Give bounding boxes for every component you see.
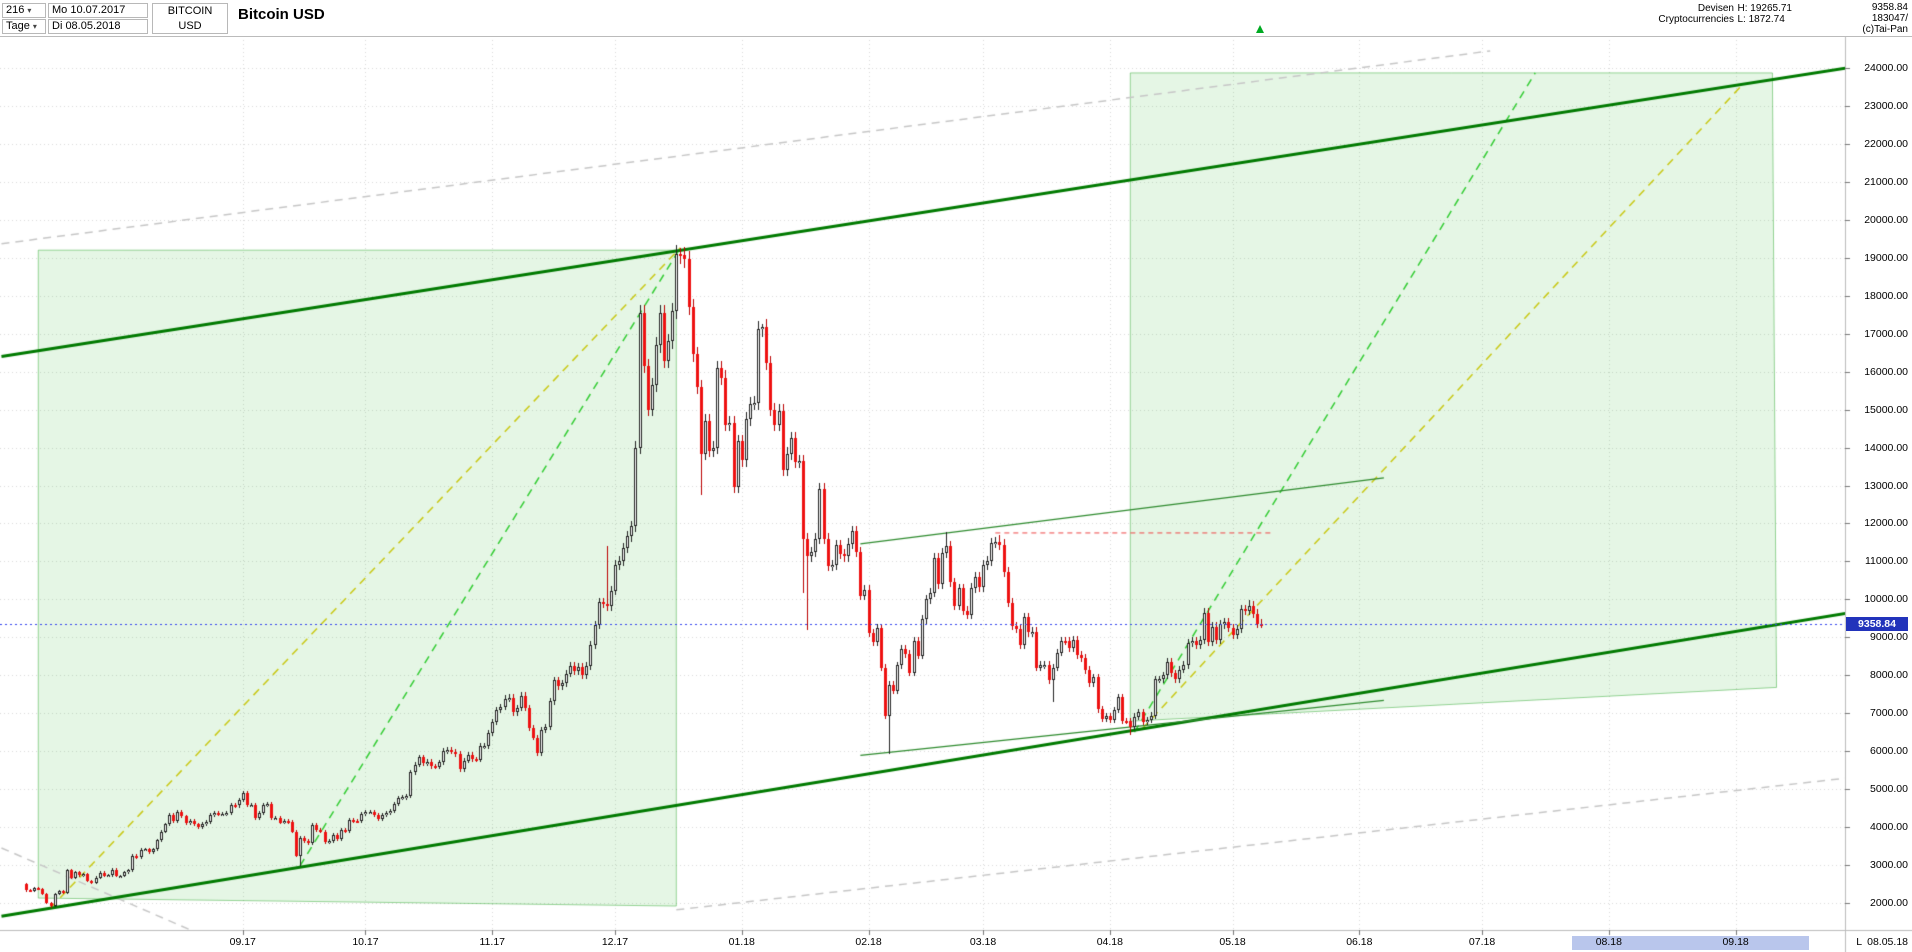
price-tick-label: 15000.00: [1864, 403, 1908, 416]
time-tick-label: 08.18: [1595, 936, 1622, 948]
copyright-label: (c)Tai-Pan: [1862, 24, 1908, 35]
high-label: H: 19265.71: [1737, 3, 1793, 14]
price-tick-label: 24000.00: [1864, 62, 1908, 74]
time-tick-label: 05.18: [1219, 936, 1246, 948]
category-block: Devisen Cryptocurrencies: [1658, 3, 1734, 25]
period-selector[interactable]: 216 ▾: [2, 3, 46, 18]
price-tick-label: 22000.00: [1864, 137, 1908, 150]
time-tick-label: 09.17: [229, 936, 256, 948]
price-tick-label: 21000.00: [1864, 175, 1908, 188]
price-tick-label: 14000.00: [1864, 441, 1908, 454]
quote-block: 9358.84 183047/ (c)Tai-Pan: [1862, 2, 1908, 35]
time-tick-label: 06.18: [1346, 936, 1373, 948]
time-tick-label: 01.18: [728, 936, 755, 948]
price-tick-label: 20000.00: [1864, 213, 1908, 226]
header-bar: 216 ▾ Mo 10.07.2017 Tage ▾ Di 08.05.2018 B…: [0, 0, 1912, 37]
currency-label: USD: [178, 20, 202, 32]
current-price-badge: 9358.84: [1846, 616, 1908, 631]
price-tick-label: 16000.00: [1864, 365, 1908, 378]
timeframe-selector[interactable]: Tage ▾: [2, 19, 46, 34]
up-arrow-icon: [1256, 25, 1264, 33]
time-tick-label: 11.17: [479, 936, 506, 948]
price-tick-label: 4000.00: [1870, 821, 1908, 834]
price-tick-label: 6000.00: [1870, 745, 1908, 758]
symbol-label: BITCOIN: [167, 5, 213, 17]
time-tick-label: 10.17: [352, 936, 379, 948]
dropdown-arrow-icon: ▾: [27, 6, 32, 15]
subcategory-label: Cryptocurrencies: [1658, 14, 1734, 25]
symbol-box[interactable]: BITCOIN USD: [152, 3, 228, 34]
low-label: L: 1872.74: [1737, 14, 1785, 25]
price-tick-label: 23000.00: [1864, 99, 1908, 112]
end-date-label: Di 08.05.2018: [48, 19, 148, 34]
range-highlight-scrollbar[interactable]: [1572, 936, 1810, 950]
start-date-label: Mo 10.07.2017: [48, 3, 148, 18]
price-tick-label: 19000.00: [1864, 251, 1908, 264]
dropdown-arrow-icon: ▾: [32, 22, 37, 31]
volume-label: 183047/: [1871, 13, 1908, 24]
price-tick-label: 13000.00: [1864, 479, 1908, 492]
chart-title: Bitcoin USD: [238, 6, 325, 23]
price-tick-label: 12000.00: [1864, 517, 1908, 530]
price-tick-label: 10000.00: [1864, 593, 1908, 606]
price-tick-label: 3000.00: [1870, 859, 1908, 872]
price-tick-label: 9000.00: [1870, 631, 1908, 644]
price-tick-label: 11000.00: [1864, 555, 1908, 568]
price-tick-label: 2000.00: [1870, 897, 1908, 909]
category-label: Devisen: [1697, 3, 1734, 14]
price-tick-label: 17000.00: [1864, 327, 1908, 340]
price-tick-label: 18000.00: [1864, 289, 1908, 302]
end-date-text: Di 08.05.2018: [52, 20, 121, 32]
time-tick-label: 09.18: [1722, 936, 1749, 948]
time-tick-label: 07.18: [1468, 936, 1496, 948]
time-tick-label: 02.18: [855, 936, 882, 948]
corner-date-text: 08.05.18: [1867, 936, 1908, 948]
time-tick-label: 03.18: [969, 936, 997, 948]
time-tick-label: 12.17: [601, 936, 629, 948]
corner-l-text: L: [1856, 936, 1863, 948]
price-tick-label: 7000.00: [1870, 707, 1908, 720]
timeframe-value: Tage: [6, 20, 30, 32]
last-price-label: 9358.84: [1871, 2, 1908, 13]
time-tick-label: 04.18: [1096, 936, 1123, 948]
last-date-label: L 08.05.18: [1851, 936, 1908, 948]
start-date-text: Mo 10.07.2017: [52, 4, 126, 16]
price-tick-label: 5000.00: [1870, 783, 1908, 796]
high-low-block: H: 19265.71 L: 1872.74: [1738, 3, 1793, 25]
price-tick-label: 8000.00: [1870, 669, 1908, 682]
period-value: 216: [6, 4, 25, 16]
